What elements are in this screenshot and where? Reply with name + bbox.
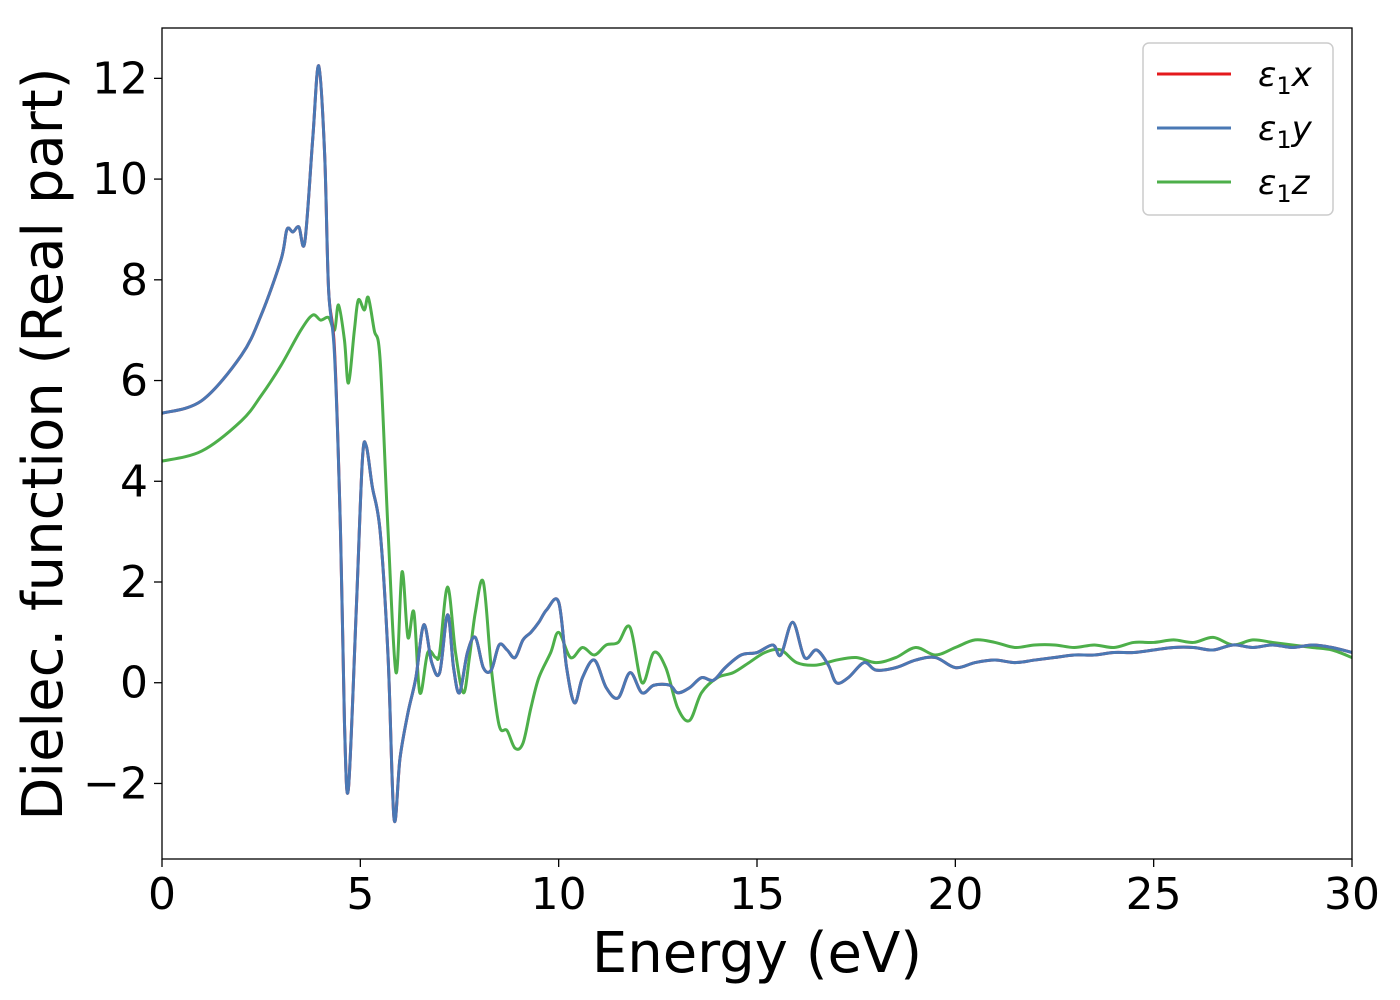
x-tick-label: 20 [927, 869, 983, 920]
legend-items: ε1x ε1y ε1z [1157, 55, 1313, 208]
x-axis: 0 5 10 15 20 25 30 [148, 859, 1380, 920]
legend-label-x: ε1x [1258, 55, 1313, 100]
x-tick-label: 15 [729, 869, 785, 920]
y-axis: −2 0 2 4 6 8 10 12 [83, 53, 162, 809]
x-tick-label: 30 [1324, 869, 1380, 920]
y-tick-label: 12 [92, 53, 148, 104]
legend-box [1142, 42, 1334, 216]
y-tick-label: 6 [120, 356, 148, 407]
legend-label-z: ε1z [1258, 163, 1311, 208]
series-layer [161, 64, 1353, 824]
y-tick-label: 0 [120, 658, 148, 709]
x-tick-label: 5 [346, 869, 374, 920]
series-line-y [161, 64, 1353, 824]
x-tick-label: 10 [531, 869, 587, 920]
legend: ε1x ε1y ε1z [1142, 42, 1334, 216]
x-tick-label: 0 [148, 869, 176, 920]
y-tick-label: 2 [120, 557, 148, 608]
y-tick-label: 8 [120, 255, 148, 306]
y-tick-label: 4 [120, 456, 148, 507]
series-line-z [161, 295, 1353, 751]
x-tick-label: 25 [1126, 869, 1182, 920]
y-axis-title: Dielec. function (Real part) [11, 67, 76, 820]
legend-label-y: ε1y [1258, 109, 1313, 154]
x-axis-title: Energy (eV) [592, 921, 922, 986]
y-tick-label: 10 [92, 154, 148, 205]
y-tick-label: −2 [83, 758, 148, 809]
